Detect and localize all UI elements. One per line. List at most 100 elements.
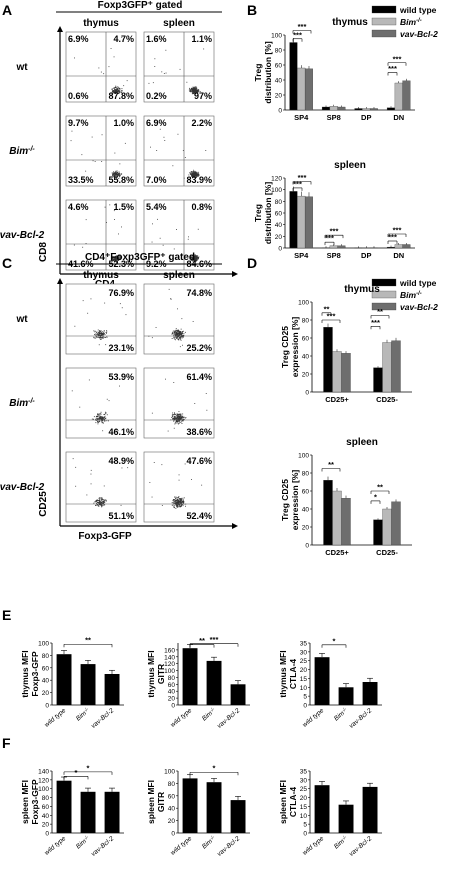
event-dot: [105, 332, 107, 333]
event-dot: [114, 92, 116, 93]
event-dot: [120, 90, 122, 91]
event-dot: [177, 331, 179, 333]
event-dot: [70, 38, 72, 40]
event-dot: [172, 502, 174, 503]
event-dot: [175, 415, 177, 417]
bar-SP4-0: [289, 191, 298, 249]
event-dot: [192, 174, 194, 175]
event-dot: [181, 502, 183, 504]
event-dot: [101, 498, 102, 500]
event-dot: [172, 412, 174, 414]
quadrant-value: 6.9%: [68, 34, 89, 44]
event-dot: [113, 258, 115, 260]
event-dot: [98, 333, 100, 335]
bar-vav-Bcl-2: [362, 786, 378, 833]
y-tick-label: 0: [278, 108, 282, 115]
sig-marker: *: [213, 764, 216, 773]
event-dot: [191, 171, 193, 172]
column-label-spleen: spleen: [163, 270, 195, 281]
event-dot: [182, 420, 184, 422]
bar-vav-Bcl-2: [230, 684, 246, 705]
event-dot: [180, 336, 182, 338]
event-dot: [114, 175, 116, 177]
y-tick-label: 140: [164, 654, 175, 661]
y-tick-label: 35: [300, 641, 308, 648]
event-dot: [193, 175, 195, 177]
event-dot: [99, 497, 101, 499]
event-dot: [119, 92, 121, 93]
y-tick-label: 0: [303, 703, 307, 710]
event-dot: [182, 420, 184, 421]
event-dot: [196, 255, 198, 257]
bar-Bim-/-: [80, 791, 96, 833]
event-dot: [114, 152, 116, 154]
event-dot: [148, 82, 150, 84]
event-dot: [176, 337, 177, 339]
y-tick-label: 60: [42, 804, 50, 811]
y-tick-label: 40: [168, 689, 176, 696]
event-dot: [94, 333, 96, 335]
event-dot: [196, 89, 197, 91]
event-dot: [181, 500, 183, 502]
event-dot: [191, 92, 193, 93]
sig-marker: ***: [293, 30, 302, 39]
event-dot: [113, 171, 114, 173]
event-dot: [101, 338, 102, 340]
event-dot: [197, 175, 199, 177]
event-dot: [175, 502, 176, 504]
quadrant-value: 5.4%: [146, 202, 167, 212]
event-dot: [117, 430, 119, 432]
event-dot: [117, 173, 119, 175]
event-dot: [176, 505, 178, 507]
row-label-wt: wt: [15, 314, 28, 325]
event-dot: [192, 171, 194, 173]
event-dot: [110, 48, 112, 49]
event-dot: [192, 176, 194, 177]
event-dot: [191, 171, 193, 173]
event-dot: [98, 335, 100, 336]
event-dot: [175, 500, 176, 502]
event-dot: [181, 497, 182, 499]
event-dot: [180, 500, 182, 502]
event-dot: [115, 172, 117, 174]
event-dot: [175, 496, 177, 498]
plot-frame: [143, 451, 215, 523]
event-dot: [191, 479, 192, 480]
bar-DP-1: [362, 108, 371, 111]
event-dot: [194, 171, 196, 173]
bar-SP8-1: [329, 106, 338, 111]
y-axis-label: Treg: [253, 204, 263, 222]
event-dot: [103, 418, 105, 420]
event-dot: [113, 260, 115, 262]
event-dot: [102, 336, 104, 338]
chart-title: spleen: [346, 437, 378, 448]
flow-plot-bim-thymus: 9.7% 1.0% 33.5% 55.8%: [65, 115, 137, 187]
event-dot: [118, 91, 120, 92]
y-tick-label: 60: [168, 793, 176, 800]
event-dot: [173, 420, 175, 421]
bar-SP8-0: [321, 106, 330, 111]
event-dot: [193, 173, 195, 175]
event-dot: [177, 338, 179, 340]
y-tick-label: 40: [42, 813, 50, 820]
y-axis-label: CTLA-4: [288, 787, 298, 817]
y-tick-label: 80: [168, 781, 176, 788]
event-dot: [116, 173, 118, 175]
event-dot: [98, 502, 100, 504]
event-dot: [97, 333, 99, 335]
event-dot: [94, 161, 96, 162]
event-dot: [112, 259, 114, 261]
sig-marker: **: [377, 483, 383, 492]
event-dot: [85, 170, 87, 172]
event-dot: [182, 413, 184, 415]
event-dot: [179, 338, 181, 340]
event-dot: [178, 333, 180, 335]
sig-marker: ***: [210, 635, 219, 644]
event-dot: [179, 506, 181, 508]
event-dot: [178, 411, 180, 412]
chart-B-thymus: 0 20 40 60 80 100 Treg distribution [%] thymus SP…: [253, 17, 415, 122]
event-dot: [195, 88, 196, 90]
event-dot: [178, 334, 180, 336]
bar-CD25--1: [382, 342, 392, 393]
event-dot: [192, 90, 194, 92]
